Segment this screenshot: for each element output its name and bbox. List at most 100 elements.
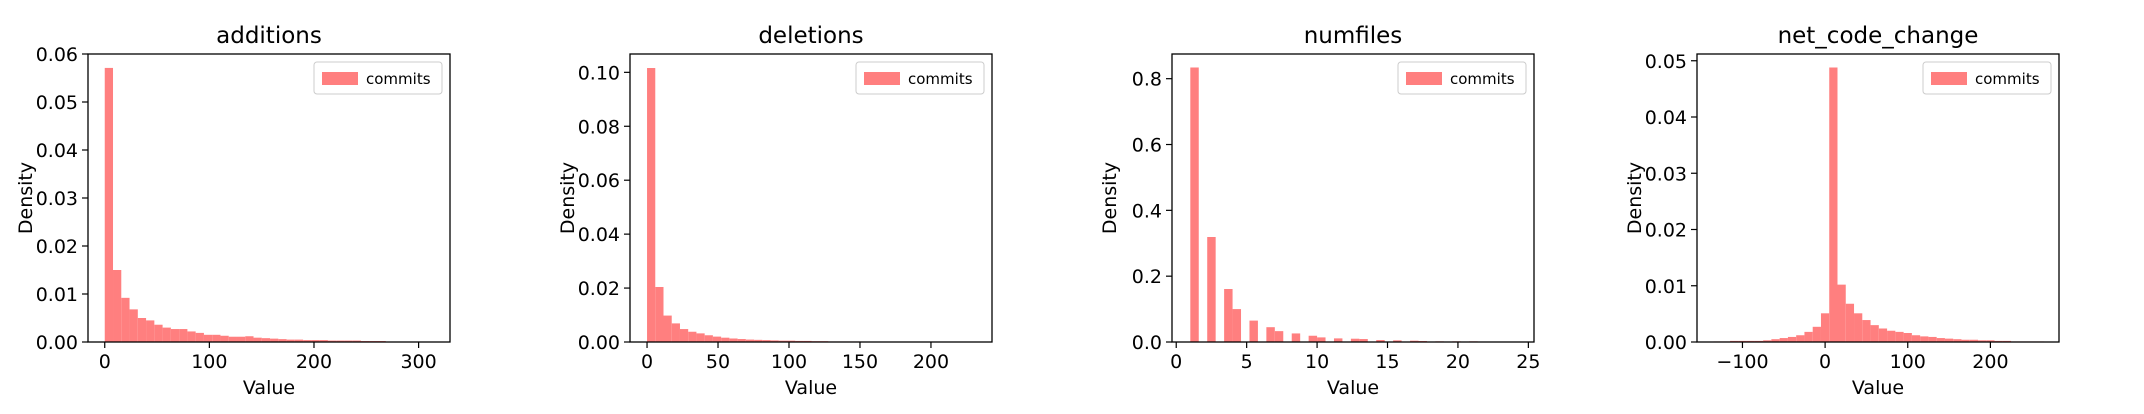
chart-panel-net_code_change: −100 0 100 200 0.00 0.01 0.02 0.03 0.04 0.05 net_c… <box>1624 23 2060 399</box>
histogram-bar <box>1804 331 1813 343</box>
histogram-bar <box>737 339 746 342</box>
y-tick-label: 0.05 <box>1645 51 1687 73</box>
histogram-bar <box>137 318 147 342</box>
histogram-bar <box>1878 328 1888 342</box>
histogram-bar <box>286 339 295 342</box>
histogram-bars <box>104 67 436 343</box>
histogram-bar <box>1870 325 1879 343</box>
histogram-bar <box>762 340 771 342</box>
histogram-bar <box>1266 327 1275 342</box>
x-tick-label: 0 <box>99 351 111 373</box>
histogram-bar <box>1961 339 1970 342</box>
x-axis-label: Value <box>1327 377 1379 399</box>
histogram-bar <box>1333 338 1343 342</box>
histogram-bar <box>253 337 262 342</box>
histogram-bar <box>655 286 664 342</box>
chart-title: numfiles <box>1304 23 1403 49</box>
x-tick-label: 15 <box>1375 351 1399 373</box>
x-tick-label: 5 <box>1241 351 1253 373</box>
histogram-bar <box>104 67 114 343</box>
histogram-bar <box>1978 340 1987 342</box>
chart-title: net_code_change <box>1778 23 1979 49</box>
y-tick-label: 0.0 <box>1132 332 1162 354</box>
histogram-bar <box>203 334 213 342</box>
y-tick-label: 0.01 <box>1645 276 1687 298</box>
histogram-bar <box>787 340 796 342</box>
y-tick-label: 0.00 <box>1645 332 1687 354</box>
histogram-bar <box>1224 289 1233 342</box>
histogram-bar <box>671 323 680 342</box>
y-tick-label: 0.05 <box>36 92 78 114</box>
legend-swatch <box>1931 72 1967 85</box>
histogram-bar <box>179 329 188 342</box>
histogram-bar <box>319 340 328 342</box>
axes-frame <box>1171 53 1535 343</box>
histogram-bar <box>1837 284 1846 343</box>
y-tick-label: 0.08 <box>578 116 620 138</box>
histogram-bar <box>754 339 763 342</box>
histogram-bar <box>1779 338 1788 342</box>
histogram-bar <box>1903 333 1912 342</box>
x-tick-label: 100 <box>771 351 807 373</box>
histogram-bar <box>696 333 705 342</box>
histogram-bar <box>278 339 287 342</box>
histogram-bar <box>212 334 221 342</box>
x-tick-label: 150 <box>842 351 878 373</box>
histogram-bar <box>1308 335 1318 342</box>
y-tick-label: 0.06 <box>578 170 620 192</box>
histogram-bar <box>778 340 787 342</box>
histogram-bar <box>1232 309 1242 342</box>
y-tick-label: 0.03 <box>1645 163 1687 185</box>
histogram-bar <box>1291 333 1301 342</box>
histogram-bar <box>1376 340 1385 342</box>
histogram-bar <box>220 335 229 342</box>
histogram-bar <box>327 340 337 342</box>
legend-label: commits <box>1450 70 1515 88</box>
x-tick-label: 10 <box>1305 351 1329 373</box>
y-tick-label: 0.8 <box>1132 69 1162 91</box>
histogram-bar <box>712 336 722 342</box>
histogram-bar <box>336 340 345 342</box>
histogram-bar <box>1895 331 1904 343</box>
histogram-bar <box>647 68 656 343</box>
histogram-bar <box>113 270 122 342</box>
histogram-bar <box>236 336 246 342</box>
histogram-bar <box>187 331 196 342</box>
histogram-bar <box>1350 338 1360 342</box>
y-tick-label: 0.03 <box>36 188 78 210</box>
histogram-bar <box>129 309 138 342</box>
histogram-bar <box>1796 335 1805 342</box>
y-tick-label: 0.00 <box>578 332 620 354</box>
histogram-bar <box>154 324 163 342</box>
y-tick-label: 0.10 <box>578 62 620 84</box>
histogram-bar <box>162 327 171 342</box>
histogram-bars <box>647 68 977 343</box>
histogram-bar <box>195 332 204 342</box>
x-tick-label: 100 <box>191 351 227 373</box>
histogram-bar <box>721 337 730 342</box>
y-axis-label: Density <box>1099 162 1121 234</box>
histogram-bar <box>1410 340 1419 342</box>
histogram-bar <box>1274 331 1284 342</box>
x-tick-label: 200 <box>913 351 949 373</box>
axes-frame <box>629 53 993 343</box>
histogram-bar <box>1820 313 1830 342</box>
y-tick-label: 0.06 <box>36 44 78 66</box>
y-tick-label: 0.02 <box>1645 220 1687 242</box>
histogram-bar <box>1944 338 1954 343</box>
histogram-bar <box>228 336 237 342</box>
histogram-bar <box>1359 339 1368 342</box>
legend-box <box>313 61 443 95</box>
x-tick-label: 0 <box>1170 351 1182 373</box>
histogram-bar <box>1969 339 1978 342</box>
x-tick-label: 200 <box>1972 351 2008 373</box>
x-tick-label: 0 <box>641 351 653 373</box>
histogram-bar <box>688 331 697 342</box>
legend-swatch <box>322 72 358 85</box>
histogram-bar <box>745 339 755 342</box>
y-axis-label: Density <box>15 162 37 234</box>
histogram-bar <box>1393 340 1402 342</box>
chart-title: deletions <box>758 23 863 49</box>
histogram-bar <box>1928 336 1937 342</box>
